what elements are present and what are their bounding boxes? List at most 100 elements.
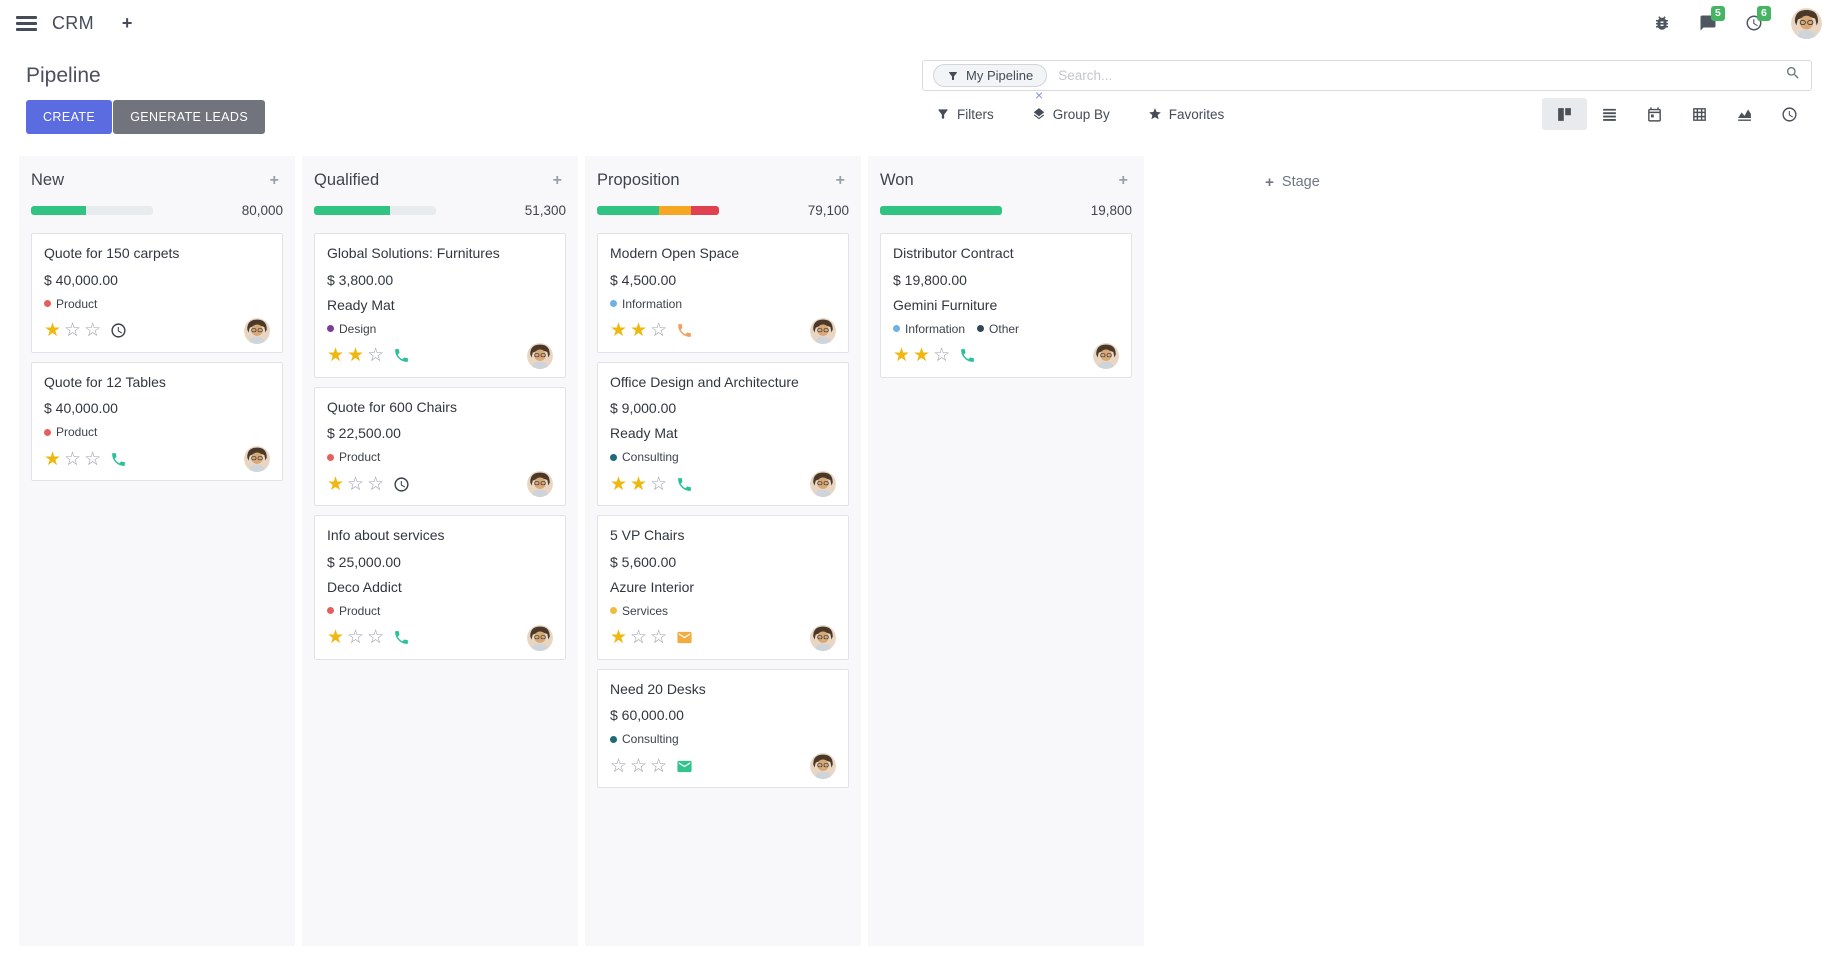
avatar[interactable] (527, 624, 553, 651)
star-icon[interactable]: ☆ (367, 627, 385, 648)
kanban-card[interactable]: Quote for 150 carpets $ 40,000.00 Produc… (31, 233, 283, 353)
clock-icon[interactable] (393, 476, 410, 493)
star-icon[interactable]: ☆ (650, 755, 668, 777)
star-icon[interactable]: ★ (913, 345, 931, 366)
star-icon[interactable]: ☆ (650, 473, 668, 495)
group-by-menu[interactable]: Group By (1032, 107, 1110, 122)
star-icon[interactable]: ★ (44, 448, 62, 470)
generate-leads-button[interactable]: GENERATE LEADS (113, 100, 266, 134)
priority-stars[interactable]: ★ ★ ☆ (610, 475, 667, 494)
avatar[interactable] (1093, 342, 1119, 369)
kanban-view-icon[interactable] (1542, 98, 1587, 130)
kanban-card[interactable]: Need 20 Desks $ 60,000.00 Consulting ☆ ☆ ☆ (597, 668, 849, 788)
avatar[interactable] (527, 342, 553, 369)
star-icon[interactable]: ★ (893, 345, 911, 366)
star-icon[interactable]: ☆ (367, 473, 385, 495)
column-progressbar[interactable] (314, 206, 436, 215)
phone-icon[interactable] (393, 629, 410, 646)
star-icon[interactable]: ☆ (367, 345, 385, 366)
star-icon[interactable]: ★ (630, 473, 648, 495)
app-brand[interactable]: CRM (52, 12, 94, 33)
search-input[interactable]: My Pipeline × Search... (922, 60, 1812, 102)
phone-icon[interactable] (110, 451, 127, 468)
star-icon[interactable]: ☆ (933, 345, 951, 366)
priority-stars[interactable]: ★ ☆ ☆ (44, 450, 101, 469)
avatar[interactable] (810, 753, 836, 779)
star-icon[interactable]: ☆ (347, 627, 365, 648)
activities-clock-icon[interactable]: 6 (1745, 6, 1771, 32)
avatar[interactable] (810, 471, 836, 497)
pivot-view-icon[interactable] (1677, 98, 1722, 130)
quick-add-icon[interactable]: + (1118, 172, 1128, 189)
star-icon[interactable]: ★ (327, 627, 345, 648)
kanban-card[interactable]: Info about services $ 25,000.00 Deco Add… (314, 515, 566, 660)
messages-icon[interactable]: 5 (1699, 6, 1725, 32)
star-icon[interactable]: ☆ (64, 320, 82, 341)
phone-icon[interactable] (959, 347, 976, 364)
quick-add-icon[interactable]: + (269, 172, 279, 189)
column-title[interactable]: Proposition (597, 171, 680, 189)
priority-stars[interactable]: ★ ☆ ☆ (44, 321, 101, 340)
star-icon[interactable]: ☆ (650, 320, 668, 341)
star-icon[interactable]: ☆ (347, 473, 365, 495)
star-icon[interactable]: ★ (347, 345, 365, 366)
kanban-card[interactable]: Modern Open Space $ 4,500.00 Information… (597, 233, 849, 353)
star-icon[interactable]: ★ (327, 345, 345, 366)
star-icon[interactable]: ☆ (630, 755, 648, 777)
column-title[interactable]: Won (880, 171, 914, 189)
kanban-card[interactable]: Global Solutions: Furnitures $ 3,800.00 … (314, 233, 566, 378)
star-icon[interactable]: ★ (610, 320, 628, 341)
column-title[interactable]: Qualified (314, 171, 380, 189)
envelope-icon[interactable] (676, 629, 693, 646)
star-icon[interactable]: ☆ (630, 627, 648, 648)
avatar[interactable] (810, 624, 836, 651)
star-icon[interactable]: ☆ (84, 448, 102, 470)
kanban-card[interactable]: Distributor Contract $ 19,800.00 Gemini … (880, 233, 1132, 378)
star-icon[interactable]: ★ (327, 473, 345, 495)
kanban-card[interactable]: Office Design and Architecture $ 9,000.0… (597, 361, 849, 506)
list-view-icon[interactable] (1587, 98, 1632, 130)
star-icon[interactable]: ☆ (84, 320, 102, 341)
priority-stars[interactable]: ★ ★ ☆ (893, 346, 950, 365)
star-icon[interactable]: ★ (610, 627, 628, 648)
add-stage-button[interactable]: + Stage (1265, 172, 1320, 192)
phone-icon[interactable] (676, 476, 693, 493)
kanban-card[interactable]: Quote for 12 Tables $ 40,000.00 Product … (31, 361, 283, 481)
create-button[interactable]: CREATE (26, 100, 113, 134)
kanban-card[interactable]: Quote for 600 Chairs $ 22,500.00 Product… (314, 386, 566, 506)
column-progressbar[interactable] (31, 206, 153, 215)
debug-bug-icon[interactable] (1653, 14, 1671, 32)
kanban-card[interactable]: 5 VP Chairs $ 5,600.00 Azure Interior Se… (597, 515, 849, 660)
phone-icon[interactable] (393, 347, 410, 364)
phone-icon[interactable] (676, 322, 693, 339)
clock-icon[interactable] (110, 322, 127, 339)
user-avatar[interactable] (1791, 7, 1822, 39)
activity-view-icon[interactable] (1767, 98, 1812, 130)
column-progressbar[interactable] (597, 206, 719, 215)
hamburger-menu-icon[interactable] (16, 15, 37, 31)
avatar[interactable] (810, 317, 836, 344)
column-progressbar[interactable] (880, 206, 1002, 215)
star-icon[interactable]: ★ (610, 473, 628, 495)
envelope-icon[interactable] (676, 758, 693, 775)
priority-stars[interactable]: ★ ★ ☆ (327, 346, 384, 365)
priority-stars[interactable]: ★ ★ ☆ (610, 321, 667, 340)
star-icon[interactable]: ☆ (610, 755, 628, 777)
column-title[interactable]: New (31, 171, 65, 189)
avatar[interactable] (244, 317, 270, 344)
favorites-menu[interactable]: Favorites (1148, 107, 1224, 122)
graph-view-icon[interactable] (1722, 98, 1767, 130)
priority-stars[interactable]: ★ ☆ ☆ (610, 628, 667, 647)
avatar[interactable] (527, 471, 553, 497)
priority-stars[interactable]: ★ ☆ ☆ (327, 628, 384, 647)
priority-stars[interactable]: ★ ☆ ☆ (327, 475, 384, 494)
search-icon[interactable] (1785, 65, 1801, 86)
search-facet-my-pipeline[interactable]: My Pipeline (933, 64, 1048, 87)
quick-add-icon[interactable]: + (835, 172, 845, 189)
priority-stars[interactable]: ☆ ☆ ☆ (610, 757, 667, 776)
avatar[interactable] (244, 446, 270, 472)
star-icon[interactable]: ☆ (650, 627, 668, 648)
calendar-view-icon[interactable] (1632, 98, 1677, 130)
star-icon[interactable]: ★ (44, 320, 62, 341)
facet-remove-icon[interactable]: × (1035, 87, 1044, 103)
